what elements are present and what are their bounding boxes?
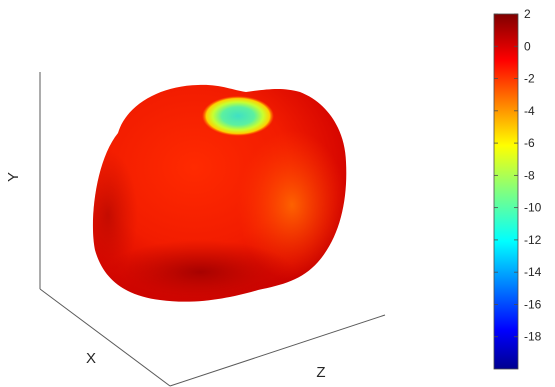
colorbar-tick-label: -10	[524, 201, 542, 215]
z-axis-label: Z	[316, 364, 325, 381]
colorbar: 2 0 -2 -4 -6 -8 -10 -12 -14 -16 -18	[493, 7, 542, 370]
colorbar-tick-label: -6	[524, 136, 535, 150]
axes-box	[39, 72, 386, 387]
colorbar-tick-label: -8	[524, 168, 535, 182]
surface-plot	[92, 84, 347, 302]
colorbar-tick-label: 2	[524, 7, 531, 21]
colorbar-tick-label: -12	[524, 233, 542, 247]
colorbar-tick-label: -14	[524, 265, 542, 279]
colorbar-tick-label: -18	[524, 330, 542, 344]
surface-dimple	[202, 96, 274, 136]
y-axis-label: Y	[5, 172, 22, 182]
colorbar-tick-label: -16	[524, 297, 542, 311]
z-axis-line	[169, 314, 386, 387]
colorbar-tick-label: 0	[524, 39, 531, 53]
x-axis-label: X	[86, 350, 96, 367]
surface-shading-left	[92, 150, 138, 280]
surface-shading-right	[237, 130, 347, 280]
colorbar-ticks: 2 0 -2 -4 -6 -8 -10 -12 -14 -16 -18	[494, 7, 542, 344]
x-axis-line	[39, 288, 171, 387]
colorbar-tick-label: -4	[524, 104, 535, 118]
surface-shading-bottom	[105, 240, 295, 302]
colorbar-tick-label: -2	[524, 72, 535, 86]
colorbar-gradient	[493, 13, 519, 370]
